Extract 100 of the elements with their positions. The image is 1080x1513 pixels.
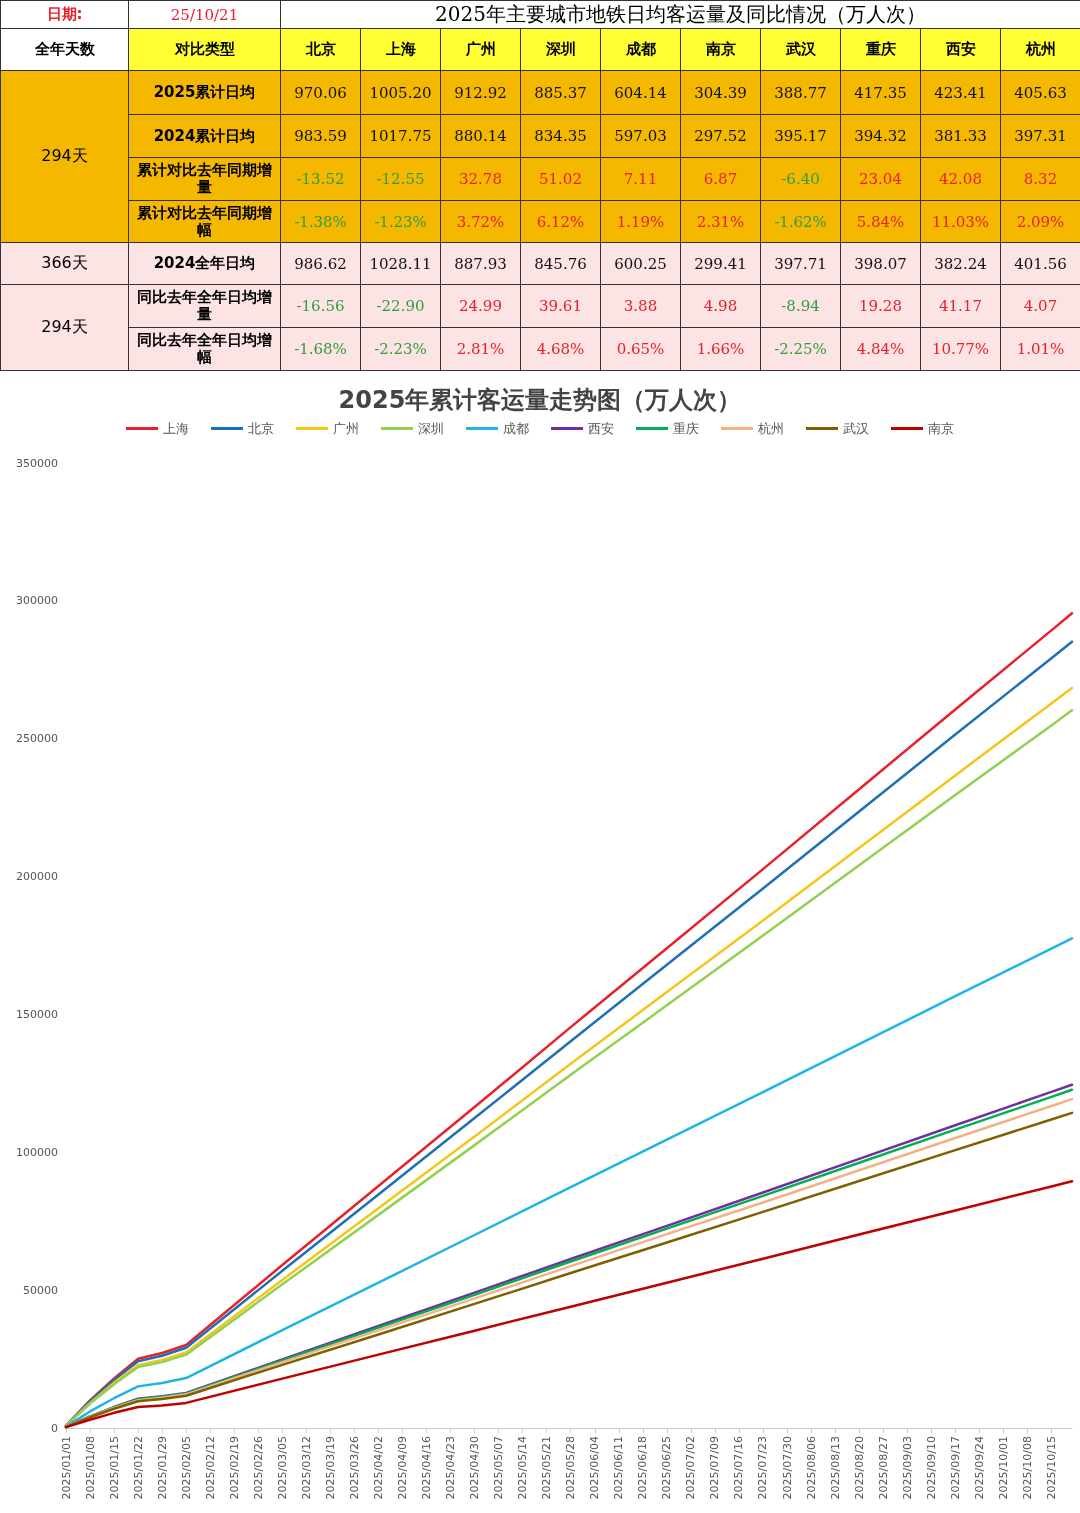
x-tick-label: 2025/02/19 bbox=[227, 1436, 241, 1500]
text: 3.72% bbox=[456, 212, 505, 231]
x-tick-label: 2025/09/24 bbox=[972, 1436, 986, 1500]
text: 388.77 bbox=[774, 83, 827, 102]
y-tick-label: 300000 bbox=[16, 594, 58, 608]
x-tick-label: 2025/06/18 bbox=[636, 1436, 650, 1500]
text: 983.59 bbox=[294, 127, 347, 145]
chart-title: 2025年累计客运量走势图（万人次） bbox=[338, 386, 742, 414]
x-tick-label: 2025/04/23 bbox=[444, 1436, 458, 1500]
category-label: 同比去年全年日均增幅 bbox=[137, 331, 272, 366]
text: -8.94 bbox=[781, 297, 820, 315]
text: -13.52 bbox=[296, 170, 345, 188]
text: 25/10/21 bbox=[128, 0, 281, 29]
category-label: 西安 bbox=[920, 28, 1001, 71]
category-label: 2024累计日均 bbox=[153, 126, 256, 145]
x-tick-label: 2025/07/16 bbox=[732, 1436, 746, 1500]
x-tick-label: 2025/08/20 bbox=[852, 1436, 866, 1500]
x-tick-label: 2025/02/26 bbox=[251, 1436, 265, 1500]
category-label: 杭州 bbox=[1000, 28, 1080, 71]
y-tick-label: 50000 bbox=[23, 1283, 58, 1297]
legend-label: 重庆 bbox=[673, 421, 699, 436]
legend-label: 上海 bbox=[163, 421, 189, 436]
text: 423.41 bbox=[934, 83, 987, 102]
x-tick-label: 2025/08/13 bbox=[828, 1436, 842, 1500]
legend-label: 西安 bbox=[588, 421, 614, 436]
y-tick-label: 0 bbox=[51, 1421, 58, 1435]
text: -16.56 bbox=[296, 297, 345, 315]
x-tick-label: 2025/10/15 bbox=[1044, 1436, 1058, 1500]
text: 597.03 bbox=[614, 127, 667, 145]
text: 2.31% bbox=[696, 212, 745, 231]
x-tick-label: 2025/02/05 bbox=[179, 1436, 193, 1500]
text: 32.78 bbox=[459, 170, 502, 188]
text: -1.62% bbox=[774, 212, 827, 231]
x-tick-label: 2025/01/15 bbox=[107, 1436, 121, 1500]
text: 401.56 bbox=[1014, 254, 1067, 273]
y-tick-label: 200000 bbox=[16, 870, 58, 884]
text: 970.06 bbox=[294, 83, 347, 102]
legend-label: 杭州 bbox=[757, 421, 784, 436]
text: 4.68% bbox=[536, 340, 585, 358]
text: -2.23% bbox=[374, 340, 427, 358]
text: 397.31 bbox=[1014, 127, 1067, 145]
x-tick-label: 2025/04/02 bbox=[371, 1436, 385, 1500]
x-tick-label: 2025/06/11 bbox=[612, 1436, 626, 1500]
text: 1.19% bbox=[616, 212, 665, 231]
text: 395.17 bbox=[774, 127, 827, 145]
category-label: 成都 bbox=[600, 28, 681, 71]
text: -2.25% bbox=[774, 340, 827, 358]
x-tick-label: 2025/07/09 bbox=[708, 1436, 722, 1500]
x-tick-label: 2025/04/09 bbox=[395, 1436, 409, 1500]
text: 3.88 bbox=[623, 297, 658, 315]
x-tick-label: 2025/02/12 bbox=[203, 1436, 217, 1500]
text: 398.07 bbox=[854, 254, 907, 273]
category-label: 同比去年全年日均增量 bbox=[137, 288, 272, 323]
text: 1005.20 bbox=[369, 83, 432, 102]
legend-label: 南京 bbox=[928, 421, 954, 436]
x-tick-label: 2025/01/29 bbox=[155, 1436, 169, 1500]
text: -1.68% bbox=[294, 340, 347, 358]
text: 885.37 bbox=[534, 83, 587, 102]
x-tick-label: 2025/07/23 bbox=[756, 1436, 770, 1500]
text: 日期: bbox=[0, 0, 129, 29]
text: 5.84% bbox=[856, 212, 905, 231]
x-tick-label: 2025/01/22 bbox=[131, 1436, 145, 1500]
x-tick-label: 2025/06/04 bbox=[588, 1436, 602, 1500]
text: 1017.75 bbox=[369, 127, 432, 145]
text: 397.71 bbox=[774, 254, 827, 273]
x-tick-label: 2025/04/30 bbox=[468, 1436, 482, 1500]
text: 1.66% bbox=[696, 340, 745, 358]
legend-label: 广州 bbox=[333, 421, 359, 436]
text: 2.81% bbox=[456, 340, 505, 358]
text: 4.84% bbox=[856, 340, 905, 358]
x-tick-label: 2025/01/08 bbox=[83, 1436, 97, 1500]
x-tick-label: 2025/07/02 bbox=[684, 1436, 698, 1500]
x-tick-label: 2025/10/01 bbox=[996, 1436, 1010, 1500]
x-tick-label: 2025/05/14 bbox=[516, 1436, 530, 1500]
x-tick-label: 2025/09/10 bbox=[924, 1436, 938, 1500]
text: 对比类型 bbox=[128, 28, 281, 71]
category-label: 2025累计日均 bbox=[153, 83, 256, 101]
legend-label: 成都 bbox=[503, 421, 529, 436]
text: 1028.11 bbox=[369, 254, 432, 273]
text: 1.01% bbox=[1016, 340, 1065, 358]
x-tick-label: 2025/07/30 bbox=[780, 1436, 794, 1500]
text: 912.92 bbox=[454, 83, 507, 102]
text: 845.76 bbox=[534, 254, 587, 273]
text: 887.93 bbox=[454, 254, 507, 273]
category-label: 上海 bbox=[360, 28, 441, 71]
text: 304.39 bbox=[694, 83, 747, 102]
text: 39.61 bbox=[539, 297, 582, 315]
y-tick-label: 150000 bbox=[16, 1007, 58, 1021]
x-tick-label: 2025/01/01 bbox=[59, 1436, 73, 1500]
x-tick-label: 2025/05/07 bbox=[492, 1436, 506, 1500]
text: 880.14 bbox=[454, 127, 507, 145]
x-tick-label: 2025/08/27 bbox=[876, 1436, 890, 1500]
text: 2.09% bbox=[1016, 212, 1065, 231]
text: 10.77% bbox=[931, 340, 990, 358]
category-label: 深圳 bbox=[520, 28, 601, 71]
text: 834.35 bbox=[534, 127, 587, 145]
text: 417.35 bbox=[854, 83, 907, 102]
text: -6.40 bbox=[781, 170, 820, 188]
text: 7.11 bbox=[623, 170, 658, 188]
text: 405.63 bbox=[1014, 83, 1067, 102]
